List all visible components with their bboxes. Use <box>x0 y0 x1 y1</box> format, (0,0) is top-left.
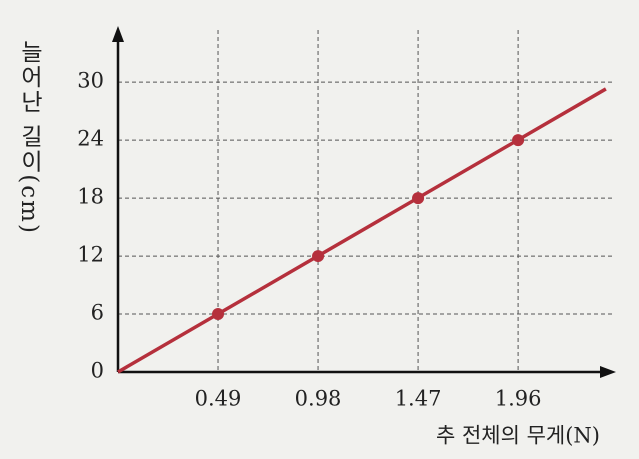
y-tick-label: 0 <box>91 359 104 383</box>
x-axis-label: 추 전체의 무게(N) <box>436 424 600 448</box>
x-tick-label: 1.96 <box>495 387 542 411</box>
line <box>117 87 607 374</box>
data-point <box>312 250 325 263</box>
y-axis-arrow <box>112 26 124 42</box>
y-tick-label: 6 <box>91 301 104 325</box>
x-tick-label: 0.98 <box>295 387 342 411</box>
x-axis-arrow <box>600 366 616 378</box>
data-point <box>512 134 525 147</box>
y-tick-label: 24 <box>77 127 104 151</box>
x-tick-label: 1.47 <box>395 387 442 411</box>
y-tick-label: 18 <box>77 185 104 209</box>
y-axis-label: 늘어난 길이(cm) <box>16 40 42 235</box>
data-point <box>212 308 225 321</box>
y-tick-label: 12 <box>77 243 104 267</box>
data-point <box>412 192 425 205</box>
y-tick-label: 30 <box>77 69 104 93</box>
x-tick-label: 0.49 <box>195 387 242 411</box>
